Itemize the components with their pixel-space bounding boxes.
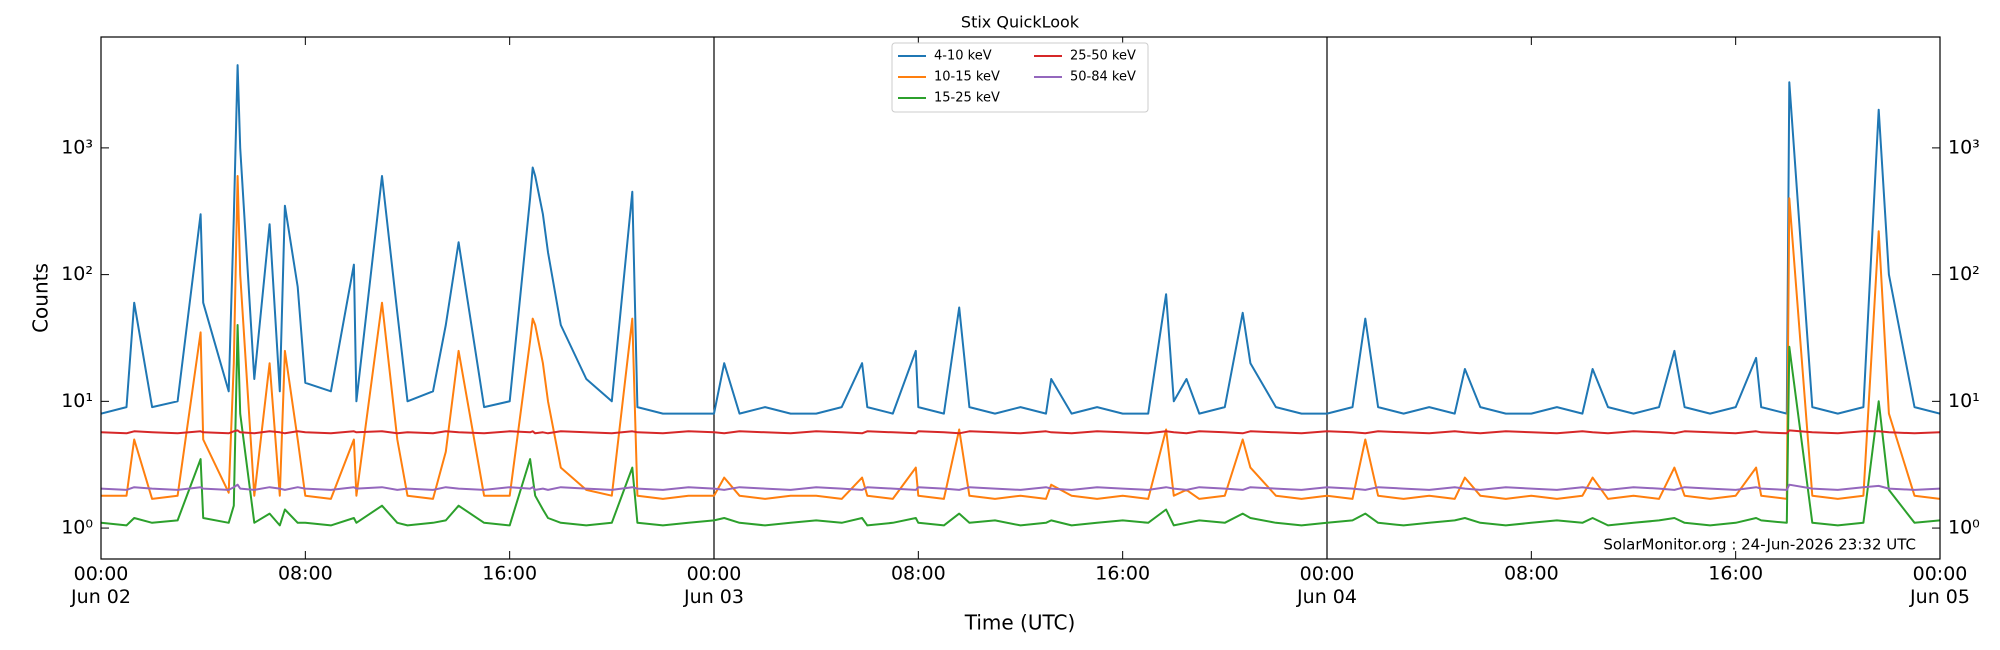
chart-title: Stix QuickLook xyxy=(961,13,1080,32)
y-tick-label: 10⁰ xyxy=(61,517,93,539)
plot-frame xyxy=(100,36,1941,560)
y-tick-label-right: 10² xyxy=(1948,263,1980,285)
x-tick-label: 08:00 xyxy=(1504,563,1559,585)
x-axis-label: Time (UTC) xyxy=(964,611,1076,635)
y-tick-label-right: 10¹ xyxy=(1948,390,1980,412)
legend-label: 25-50 keV xyxy=(1070,49,1136,64)
x-tick-label: 00:00 Jun 03 xyxy=(683,563,744,608)
series-line xyxy=(101,64,1940,415)
x-tick-label: 08:00 xyxy=(278,563,333,585)
legend-label: 15-25 keV xyxy=(934,91,1000,106)
series-line xyxy=(101,429,1940,435)
legend-label: 4-10 keV xyxy=(934,49,992,64)
legend-box xyxy=(891,42,1149,113)
x-tick-label: 16:00 xyxy=(1095,563,1150,585)
y-tick-label-right: 10³ xyxy=(1948,136,1980,158)
y-tick-label: 10² xyxy=(61,263,93,285)
legend-label: 50-84 keV xyxy=(1070,70,1136,85)
series-line xyxy=(101,324,1940,527)
x-tick-label: 16:00 xyxy=(1708,563,1763,585)
annotation: SolarMonitor.org : 24-Jun-2026 23:32 UTC xyxy=(1603,536,1916,554)
y-tick-label: 10¹ xyxy=(61,390,93,412)
legend: 4-10 keV 10-15 keV 15-25 keV 25-50 keV 50-84… xyxy=(891,42,1149,113)
legend-label: 10-15 keV xyxy=(934,70,1000,85)
x-tick-label: 16:00 xyxy=(482,563,537,585)
y-axis-label: Counts xyxy=(29,263,53,333)
series-line xyxy=(101,483,1940,491)
x-tick-label: 00:00 Jun 02 xyxy=(70,563,131,608)
plot-area xyxy=(101,64,1940,527)
x-tick-label: 00:00 Jun 04 xyxy=(1296,563,1357,608)
x-tick-label: 00:00 Jun 05 xyxy=(1909,563,1970,608)
y-tick-label: 10³ xyxy=(61,136,93,158)
y-tick-label-right: 10⁰ xyxy=(1948,517,1980,539)
x-tick-label: 08:00 xyxy=(891,563,946,585)
